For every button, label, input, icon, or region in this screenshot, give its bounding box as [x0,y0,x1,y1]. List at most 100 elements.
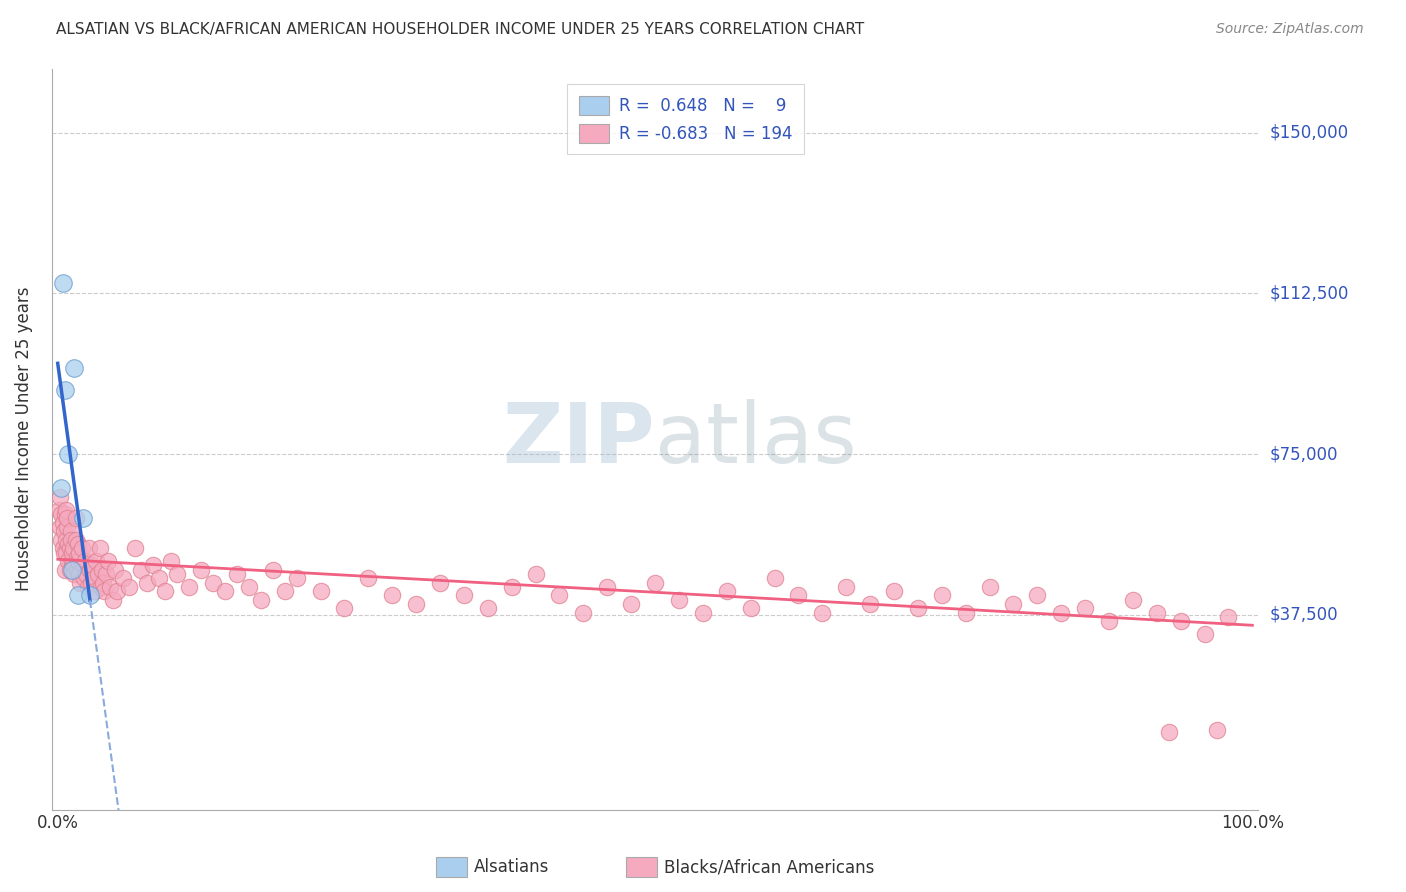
Point [66,549,89,564]
Point [136,575,159,590]
Point [51,541,73,556]
Point [1122,592,1144,607]
Point [49,490,72,504]
Point [524,566,547,581]
Text: $150,000: $150,000 [1270,124,1348,142]
Point [190,563,212,577]
Point [80,575,103,590]
Point [79,563,101,577]
Point [1074,601,1097,615]
Text: atlas: atlas [655,399,856,480]
Point [101,592,124,607]
Point [859,597,882,611]
Point [572,606,595,620]
Point [202,575,225,590]
Point [787,588,810,602]
Point [59,563,82,577]
Point [668,592,690,607]
Point [51,533,73,547]
Point [596,580,619,594]
Point [56,511,79,525]
Point [1050,606,1073,620]
Text: Alsatians: Alsatians [474,858,550,876]
Point [58,554,80,568]
Point [65,511,87,525]
Point [60,563,83,577]
Point [83,584,105,599]
Point [429,575,451,590]
Point [55,533,77,547]
Point [63,566,86,581]
Point [66,563,89,577]
Point [692,606,714,620]
Text: Source: ZipAtlas.com: Source: ZipAtlas.com [1216,22,1364,37]
Point [93,584,115,599]
Point [69,575,91,590]
Point [883,584,905,599]
Point [931,588,953,602]
Text: ALSATIAN VS BLACK/AFRICAN AMERICAN HOUSEHOLDER INCOME UNDER 25 YEARS CORRELATION: ALSATIAN VS BLACK/AFRICAN AMERICAN HOUSE… [56,22,865,37]
Point [309,584,332,599]
Point [124,541,146,556]
Point [979,580,1001,594]
Point [357,571,380,585]
Point [75,566,97,581]
Point [238,580,260,594]
Point [59,541,82,556]
Point [53,563,76,577]
Point [91,575,114,590]
Point [66,588,89,602]
Point [55,545,77,559]
Point [1098,614,1121,628]
Point [53,507,76,521]
Point [72,558,94,573]
Text: $112,500: $112,500 [1270,285,1348,302]
Point [1194,627,1216,641]
Point [48,502,70,516]
Point [1146,606,1168,620]
Point [55,502,77,516]
Point [1205,723,1227,738]
Point [249,592,271,607]
Point [62,558,84,573]
Point [131,563,153,577]
Point [60,545,83,559]
Point [52,545,75,559]
Point [644,575,666,590]
Point [548,588,571,602]
Point [716,584,738,599]
Point [67,545,90,559]
Point [89,541,111,556]
Point [63,361,86,376]
Point [77,541,100,556]
Point [66,537,89,551]
Point [1026,588,1049,602]
Point [72,511,94,525]
Point [477,601,499,615]
Text: $37,500: $37,500 [1270,606,1339,624]
Point [262,563,284,577]
Point [97,554,120,568]
Point [118,580,141,594]
Point [51,516,73,530]
Point [51,507,73,521]
Point [160,554,183,568]
Point [60,554,83,568]
Point [73,571,96,585]
Point [56,520,79,534]
Point [148,571,170,585]
Y-axis label: Householder Income Under 25 years: Householder Income Under 25 years [15,287,32,591]
Point [62,541,84,556]
Point [76,580,98,594]
Point [740,601,762,615]
Point [59,533,82,547]
Point [112,571,135,585]
Point [907,601,929,615]
Point [835,580,858,594]
Point [82,558,104,573]
Point [155,584,177,599]
Point [501,580,523,594]
Point [51,481,73,495]
Text: $75,000: $75,000 [1270,445,1339,463]
Point [53,383,76,397]
